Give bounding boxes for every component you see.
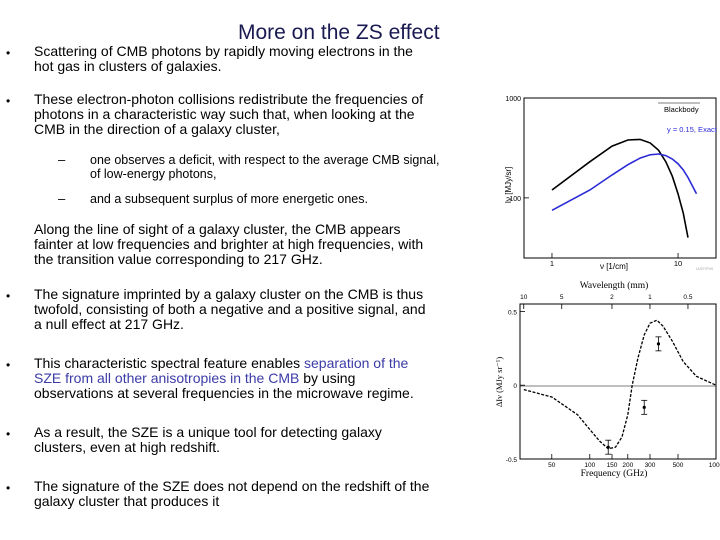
bullet-5-line-2: clusters, even at high redshift. (34, 439, 220, 455)
data-point (606, 445, 610, 449)
bullet-marker: • (6, 481, 11, 495)
y-tick-label: -0.5 (506, 457, 518, 464)
bullet-6-text: The signature of the SZE does not depend… (34, 479, 429, 509)
slide-title: More on the ZS effect (238, 21, 440, 44)
data-point (656, 342, 661, 346)
paragraph: Along the line of sight of a galaxy clus… (34, 222, 423, 267)
bullet-1-line-2: hot gas in clusters of galaxies. (34, 58, 222, 74)
x-tick-label: 1 (550, 259, 554, 268)
paragraph-line-1: Along the line of sight of a galaxy clus… (34, 221, 401, 237)
x-tick-label: 50 (548, 462, 556, 469)
bullet-4-highlight-a: separation of the (304, 355, 409, 371)
chart1-y-label: Iν [MJy/sr] (504, 167, 513, 203)
x-tick-label: 200 (622, 462, 633, 469)
chart2-y-label: ΔIν (MJy sr⁻¹) (494, 357, 504, 408)
paragraph-line-2: fainter at low frequencies and brighter … (34, 236, 424, 252)
sz-curve (523, 319, 717, 450)
sub-bullet-marker: – (58, 152, 66, 167)
bullet-3-text: The signature imprinted by a galaxy clus… (34, 287, 425, 332)
sub-bullet-2-line-1: and a subsequent surplus of more energet… (90, 192, 368, 206)
bullet-2-line-3: CMB in the direction of a galaxy cluster… (34, 121, 280, 137)
top-tick-label: 0.5 (683, 294, 692, 301)
x-tick-label: 1000 (709, 462, 720, 469)
bullet-4-line-1: This characteristic spectral feature ena… (34, 356, 414, 371)
bullet-3-line-1: The signature imprinted by a galaxy clus… (34, 286, 424, 302)
bullet-3-line-2: twofold, consisting of both a negative a… (34, 301, 426, 317)
x-tick-label: 300 (645, 462, 656, 469)
paragraph-line-3: the transition value corresponding to 21… (34, 251, 323, 267)
sub-bullet-1-line-1: one observes a deficit, with respect to … (90, 153, 440, 167)
bullet-1-text: Scattering of CMB photons by rapidly mov… (34, 44, 413, 74)
y-tick-label: 0.5 (508, 309, 517, 316)
top-tick-label: 2 (610, 294, 614, 301)
series-line (551, 138, 689, 238)
bullet-4-line-1-a: This characteristic spectral feature ena… (34, 355, 305, 371)
sub-bullet-1-line-2: of low-energy photons, (90, 167, 217, 181)
bullet-6-line-2: galaxy cluster that produces it (34, 493, 220, 509)
x-tick-label: 100 (584, 462, 595, 469)
bullet-4-text: This characteristic spectral feature ena… (34, 356, 414, 401)
sz-distortion-chart: Wavelength (mm) 501001502003005001000105… (484, 278, 720, 478)
x-tick-label: 10 (674, 259, 682, 268)
sub-bullet-2-text: and a subsequent surplus of more energet… (90, 192, 368, 206)
top-tick-label: 10 (520, 294, 528, 301)
bullet-1-line-1: Scattering of CMB photons by rapidly mov… (34, 43, 413, 59)
bullet-3-line-3: a null effect at 217 GHz. (34, 316, 184, 332)
y-tick-label: 0 (513, 383, 517, 390)
bullet-4-line-2-b: by using (299, 370, 356, 386)
bullet-marker: • (6, 358, 11, 372)
bullet-5-text: As a result, the SZE is a unique tool fo… (34, 425, 382, 455)
sub-bullet-1-text: one observes a deficit, with respect to … (90, 153, 440, 181)
series-line (551, 153, 698, 212)
y-tick-label: 1000 (505, 96, 521, 103)
blackbody-chart: 1 10 1000 100 Iν [MJy/sr] ν [1/cm] Blackbod… (484, 90, 720, 275)
legend-exact: y = 0.15, Exact (667, 125, 718, 134)
bullet-marker: • (6, 94, 11, 108)
chart1-x-label: ν [1/cm] (600, 262, 628, 271)
watermark: IASF/Ph9 (696, 266, 714, 271)
chart2-frame (519, 303, 717, 460)
bullet-4-line-2: SZE from all other anisotropies in the C… (34, 371, 414, 386)
sub-bullet-marker: – (58, 191, 66, 206)
bullet-5-line-1: As a result, the SZE is a unique tool fo… (34, 424, 382, 440)
chart1-frame (523, 97, 717, 259)
x-tick-label: 150 (607, 462, 618, 469)
bullet-4-highlight-b: SZE from all other anisotropies in the C… (34, 370, 300, 386)
y-tick-label: 100 (509, 196, 521, 203)
bullet-marker: • (6, 46, 11, 60)
data-point (642, 405, 646, 409)
bullet-6-line-1: The signature of the SZE does not depend… (34, 478, 430, 494)
top-tick-label: 5 (560, 294, 564, 301)
bullet-marker: • (6, 289, 11, 303)
chart2-top-axis-label: Wavelength (mm) (580, 280, 649, 291)
chart2-x-label: Frequency (GHz) (581, 468, 648, 478)
legend-blackbody: Blackbody (664, 105, 699, 114)
bullet-2-line-1: These electron-photon collisions redistr… (34, 91, 424, 107)
bullet-4-line-3: observations at several frequencies in t… (34, 385, 414, 401)
bullet-2-text: These electron-photon collisions redistr… (34, 92, 423, 137)
bullet-2-line-2: photons in a characteristic way such tha… (34, 106, 415, 122)
top-tick-label: 1 (648, 294, 652, 301)
x-tick-label: 500 (673, 462, 684, 469)
bullet-marker: • (6, 427, 11, 441)
